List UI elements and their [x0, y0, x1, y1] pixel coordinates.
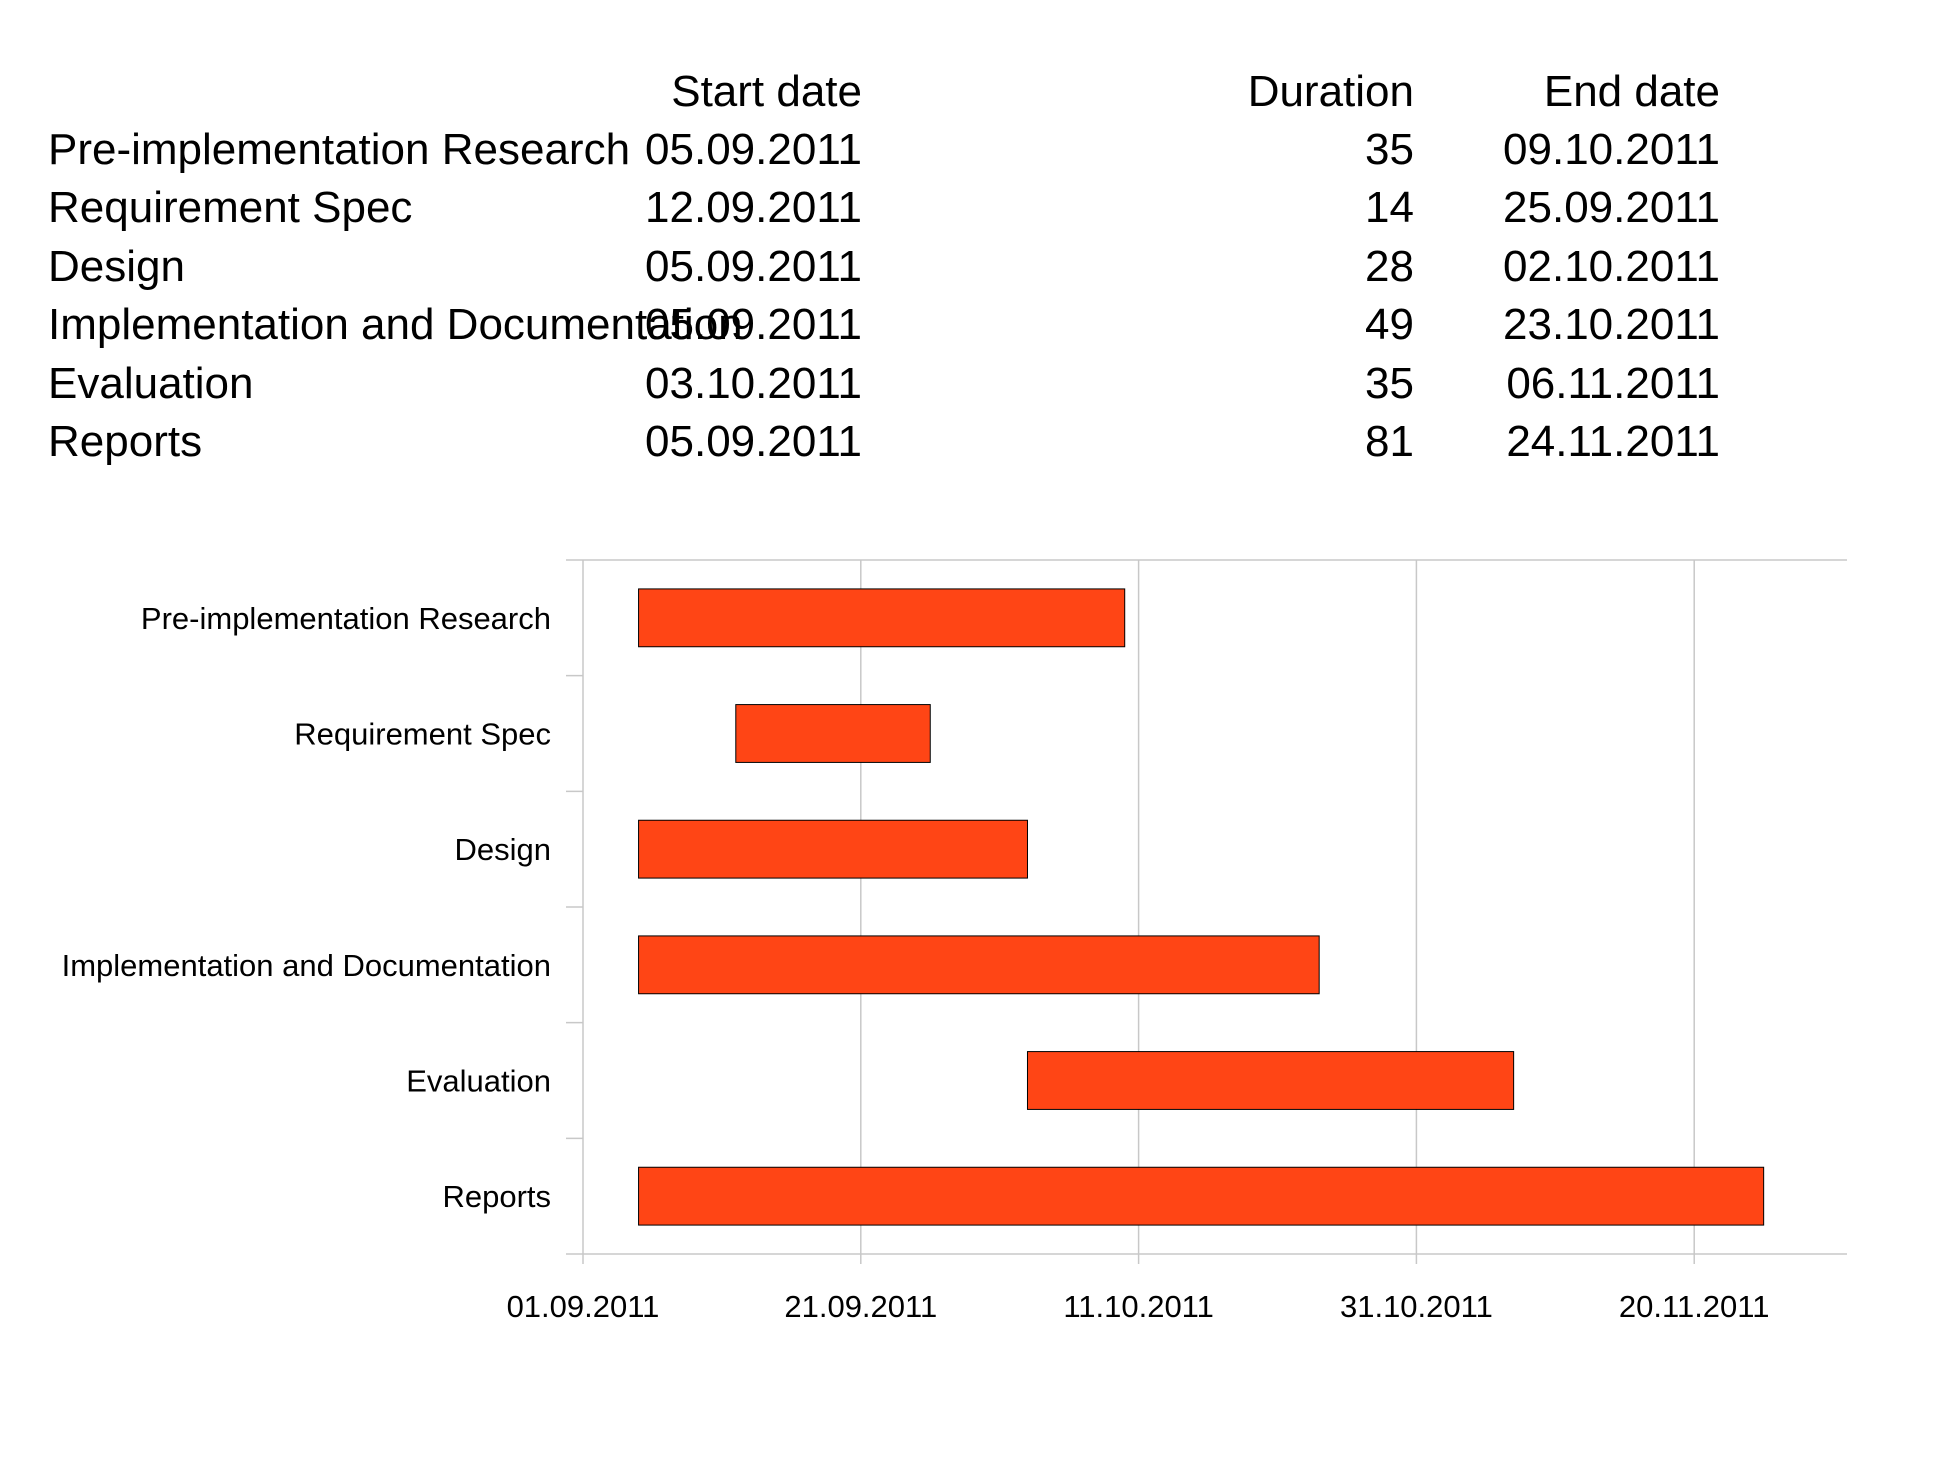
gantt-bar	[1026, 1051, 1515, 1110]
x-tick-label: 11.10.2011	[1063, 1289, 1214, 1324]
header-end-date: End date	[1543, 67, 1720, 116]
table-task-name: Pre-implementation Research	[48, 125, 631, 174]
table-end-date: 06.11.2011	[1506, 359, 1720, 408]
table-task-name: Evaluation	[48, 359, 254, 408]
table-start-date: 05.09.2011	[645, 125, 862, 174]
y-category-label: Requirement Spec	[294, 717, 551, 752]
gantt-bar	[735, 704, 931, 763]
x-tick-label: 20.11.2011	[1619, 1289, 1770, 1324]
table-duration: 35	[1365, 125, 1414, 174]
y-category-label: Pre-implementation Research	[141, 601, 551, 636]
table-duration: 28	[1365, 242, 1414, 291]
gantt-chart: 01.09.2011 21.09.2011 11.10.2011 31.10.2011…	[62, 559, 1847, 1324]
table-task-name: Implementation and Documentation	[48, 300, 743, 349]
x-tick-label: 01.09.2011	[507, 1289, 660, 1324]
table-start-date: 03.10.2011	[645, 359, 862, 408]
gantt-bar	[638, 588, 1126, 648]
table-end-date: 23.10.2011	[1503, 300, 1720, 349]
table-task-name: Design	[48, 242, 185, 291]
y-category-label: Implementation and Documentation	[62, 948, 551, 983]
x-tick-label: 21.09.2011	[784, 1289, 937, 1324]
table-start-date: 05.09.2011	[645, 300, 862, 349]
header-start-date: Start date	[671, 67, 862, 116]
table-start-date: 05.09.2011	[645, 242, 862, 291]
gantt-bar	[638, 819, 1028, 879]
table-end-date: 24.11.2011	[1506, 417, 1720, 466]
table-end-date: 09.10.2011	[1503, 125, 1720, 174]
y-category-label: Evaluation	[406, 1064, 551, 1099]
table-duration: 49	[1365, 300, 1414, 349]
table-task-name: Requirement Spec	[48, 183, 413, 232]
gantt-bar	[638, 1166, 1765, 1226]
table-task-name: Reports	[48, 417, 203, 466]
table-start-date: 12.09.2011	[645, 183, 862, 232]
gantt-bar	[638, 935, 1320, 995]
x-tick-label: 31.10.2011	[1340, 1289, 1493, 1324]
schedule-table: Start date Duration End date Pre-impleme…	[0, 0, 1960, 480]
header-duration: Duration	[1247, 67, 1414, 116]
table-start-date: 05.09.2011	[645, 417, 862, 466]
table-end-date: 25.09.2011	[1503, 183, 1720, 232]
y-category-label: Reports	[442, 1179, 551, 1214]
table-end-date: 02.10.2011	[1503, 242, 1720, 291]
table-duration: 35	[1365, 359, 1414, 408]
table-duration: 14	[1365, 183, 1414, 232]
y-category-label: Design	[455, 832, 552, 867]
table-duration: 81	[1365, 417, 1414, 466]
